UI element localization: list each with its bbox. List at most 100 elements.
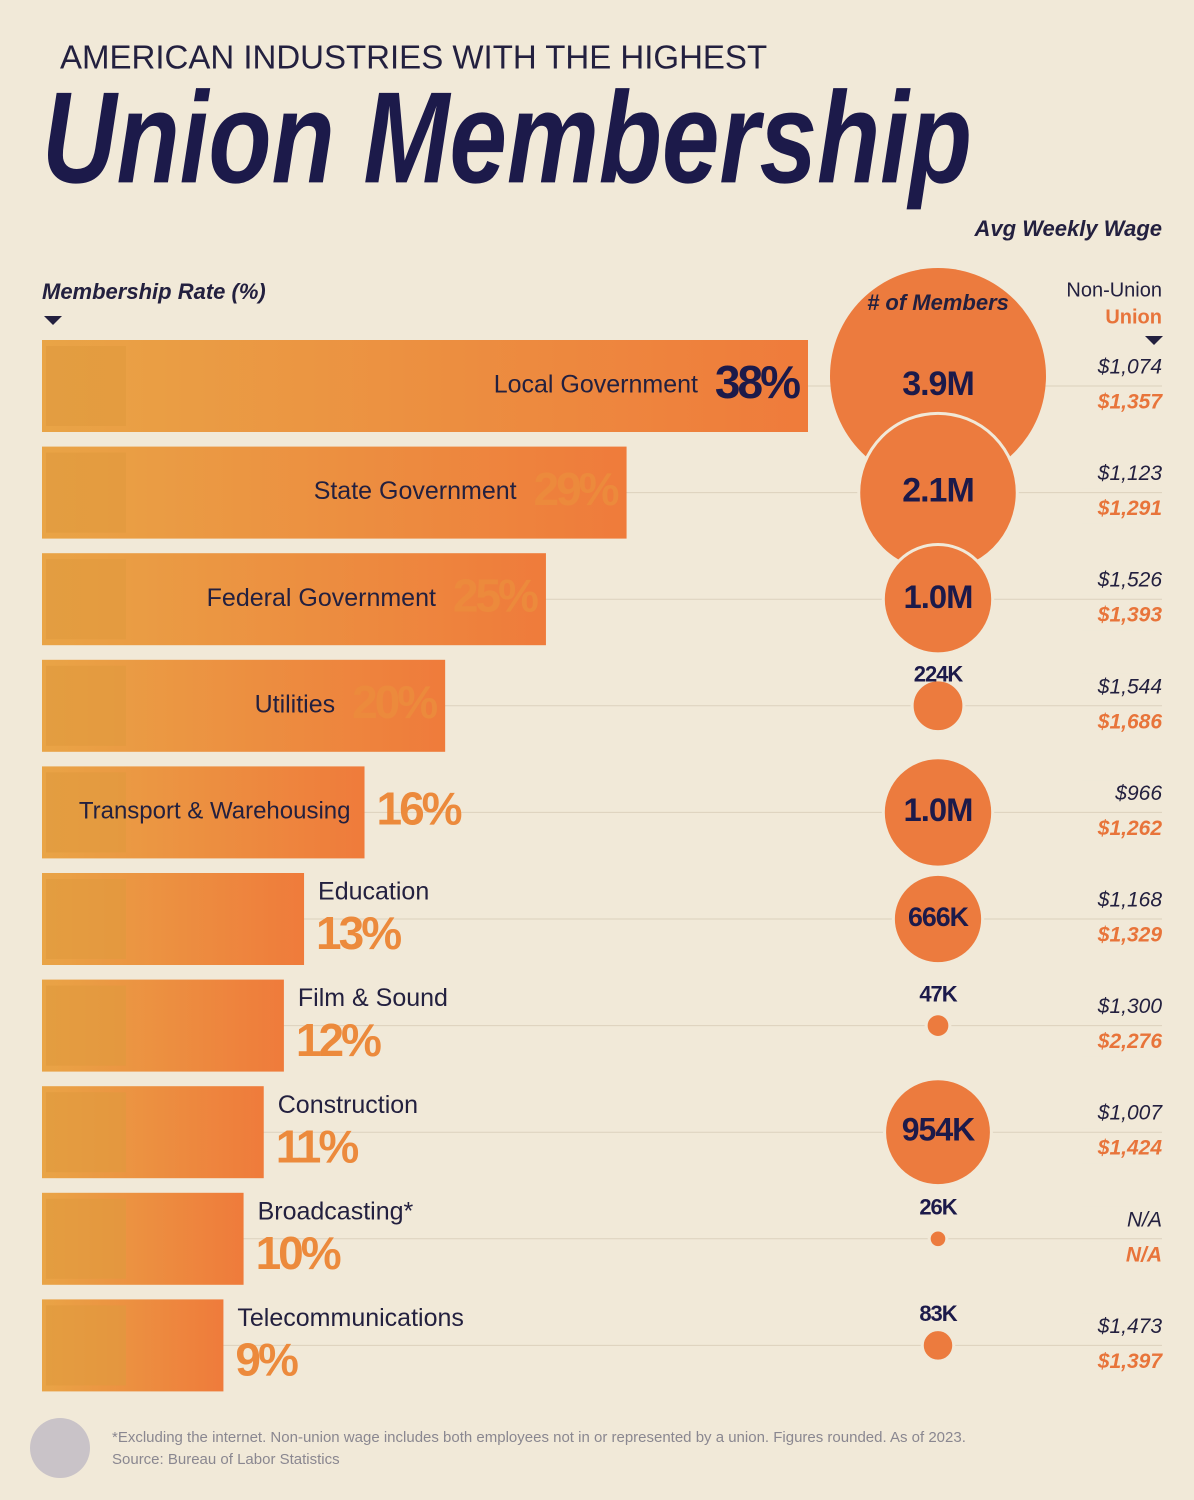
bubble (891, 872, 985, 966)
category-label: Broadcasting* (258, 1197, 414, 1225)
icon-box (46, 559, 126, 640)
wage-label: $1,544 (1097, 675, 1162, 698)
wage-backdrop (1082, 993, 1162, 1022)
icon-box (46, 665, 126, 746)
wage-backdrop (1082, 1313, 1162, 1342)
wage-label: $1,007 (1097, 1102, 1164, 1125)
wage-backdrop (1082, 495, 1162, 524)
bar (42, 446, 627, 539)
icon-box (46, 772, 126, 853)
wage-label: $1,357 (1097, 391, 1164, 414)
category-label: Utilities (255, 690, 336, 718)
bubble-label: 954K (902, 1112, 975, 1148)
icon-box (46, 346, 126, 426)
bubble-label: 1.0M (904, 578, 973, 615)
rows: $1,074 $1,123 $1,526 $1,544 $966 $1,168 $1,300… (42, 268, 1164, 1392)
wage-backdrop (1082, 815, 1162, 844)
category-label: Construction (278, 1091, 418, 1119)
legend-non-union: Non-Union (1066, 279, 1162, 301)
wage-backdrop (1082, 887, 1162, 915)
bubble-label: 224K (914, 662, 964, 687)
icon-box (46, 1198, 126, 1279)
bubble (910, 678, 966, 734)
category-label: Telecommunications (237, 1304, 464, 1332)
bubble-label: 47K (919, 981, 957, 1006)
bubble (924, 1012, 952, 1039)
icon-box (46, 452, 126, 533)
wage-backdrop (1082, 389, 1162, 417)
wage-backdrop (1082, 1028, 1162, 1057)
wage-label: $1,123 (1097, 462, 1163, 485)
bubble-label: 83K (919, 1301, 957, 1326)
bubble (883, 1077, 993, 1188)
bubble (927, 1228, 949, 1250)
bubble (881, 543, 995, 656)
wage-backdrop (1082, 1100, 1162, 1129)
wage-backdrop (1082, 922, 1162, 950)
wage-backdrop (1082, 673, 1162, 702)
wage-backdrop (1082, 460, 1162, 489)
wage-backdrop (1082, 708, 1162, 737)
wage-label: $1,262 (1097, 817, 1163, 840)
wage-backdrop (1082, 780, 1162, 809)
bubble-title: # of Members (867, 290, 1009, 315)
value-label: 29% (534, 463, 619, 515)
wage-label: $1,393 (1097, 604, 1163, 627)
wage-backdrop (1082, 1348, 1162, 1377)
bubble-label: 26K (919, 1195, 957, 1220)
wage-label: $1,473 (1097, 1315, 1163, 1338)
bar (42, 340, 808, 432)
source: Source: Bureau of Labor Statistics (112, 1451, 340, 1468)
wage-backdrop (1082, 567, 1162, 596)
wage-label: $1,397 (1097, 1350, 1164, 1373)
wage-label: $1,074 (1097, 356, 1162, 379)
arrow (1145, 336, 1163, 345)
category-label: State Government (314, 477, 517, 505)
logo (30, 1418, 90, 1478)
wage-label: $1,526 (1097, 569, 1163, 592)
icon-box (46, 1305, 126, 1386)
icon-box (46, 879, 126, 959)
wage-label: N/A (1127, 1208, 1162, 1231)
wage-backdrop (1082, 354, 1162, 382)
value-label: 25% (453, 569, 538, 621)
value-label: 16% (377, 783, 462, 835)
wage-backdrop (1082, 1241, 1162, 1270)
axis-label: Membership Rate (%) (42, 279, 266, 304)
wage-backdrop (1082, 1206, 1162, 1235)
bubble-label: 666K (908, 902, 970, 932)
wage-backdrop (1082, 1135, 1162, 1164)
value-label: 13% (316, 907, 401, 959)
bubble-label: 1.0M (904, 791, 973, 828)
value-label: 20% (352, 676, 437, 728)
value-label: 12% (296, 1014, 381, 1066)
bubble (830, 268, 1046, 484)
bubble (881, 756, 995, 869)
value-label: 11% (276, 1120, 359, 1172)
wage-label: $1,686 (1097, 710, 1163, 733)
wage-label: $1,424 (1097, 1137, 1163, 1160)
legend-union: Union (1105, 306, 1162, 328)
bubble-label: 2.1M (902, 472, 974, 510)
wage-label: $2,276 (1097, 1030, 1163, 1053)
wage-label: $1,168 (1097, 889, 1163, 912)
wage-label: $966 (1114, 782, 1162, 805)
wage-label: N/A (1126, 1243, 1162, 1266)
category-label: Film & Sound (298, 984, 448, 1012)
value-label: 38% (715, 356, 800, 408)
kicker: AMERICAN INDUSTRIES WITH THE HIGHEST (60, 39, 767, 76)
wage-label: $1,300 (1097, 995, 1163, 1018)
title: Union Membership (42, 64, 972, 210)
wage-label: $1,329 (1097, 924, 1163, 947)
wage-label: $1,291 (1097, 497, 1162, 520)
icon-box (46, 985, 126, 1066)
arrow (44, 316, 62, 325)
icon-box (46, 1092, 126, 1173)
bubble (920, 1328, 956, 1363)
category-label: Education (318, 878, 429, 906)
bubble-label: 3.9M (902, 365, 974, 403)
wage-title: Avg Weekly Wage (974, 216, 1162, 241)
value-label: 10% (256, 1227, 341, 1279)
footnote: *Excluding the internet. Non-union wage … (112, 1429, 966, 1446)
